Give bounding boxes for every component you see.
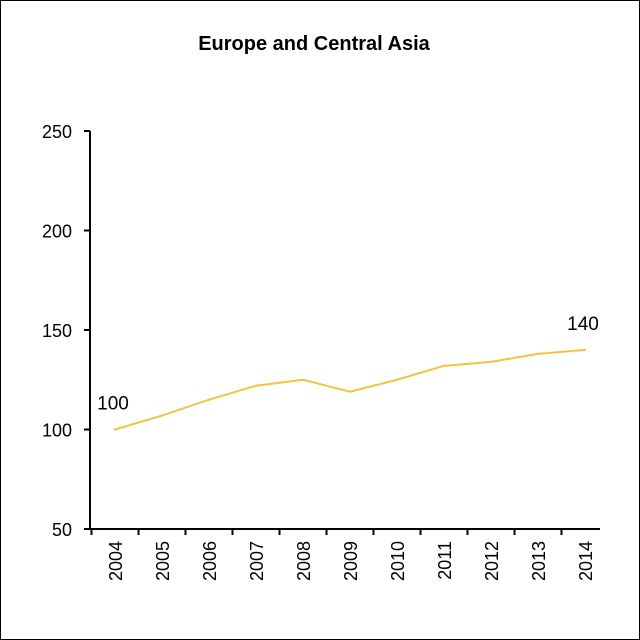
y-axis-ticks: 50 100 150 200 250 xyxy=(42,122,90,540)
x-tick-label: 2014 xyxy=(576,541,596,581)
data-point xyxy=(207,398,211,401)
data-point xyxy=(113,428,117,431)
x-tick-label: 2009 xyxy=(341,541,361,581)
data-point xyxy=(489,360,493,364)
series-line xyxy=(114,348,586,431)
chart-title: Europe and Central Asia xyxy=(198,33,430,55)
y-tick-label: 150 xyxy=(42,321,72,341)
y-tick-label: 200 xyxy=(42,222,72,242)
data-label: 140 xyxy=(567,314,599,335)
data-point xyxy=(442,364,446,368)
data-point xyxy=(536,352,540,356)
x-tick-label: 2008 xyxy=(294,541,314,581)
y-tick-label: 100 xyxy=(42,421,72,441)
data-point xyxy=(254,384,258,387)
x-tick-label: 2010 xyxy=(388,541,408,581)
x-tick-label: 2005 xyxy=(153,541,173,581)
data-point xyxy=(160,414,164,417)
x-tick-label: 2011 xyxy=(435,541,455,580)
data-point xyxy=(301,378,305,381)
data-point xyxy=(395,378,399,381)
data-point xyxy=(348,390,352,393)
x-axis-ticks: 2004 2005 2006 2007 2008 2009 2010 2011 2012 2013… xyxy=(90,529,596,581)
x-tick-label: 2006 xyxy=(200,541,220,581)
data-labels: 100 140 xyxy=(97,314,599,415)
axes xyxy=(89,131,600,530)
y-tick-label: 250 xyxy=(42,122,72,142)
x-tick-label: 2007 xyxy=(247,541,267,581)
x-tick-label: 2013 xyxy=(529,541,549,581)
x-tick-label: 2012 xyxy=(482,541,502,581)
series-group xyxy=(113,348,587,431)
data-point xyxy=(583,348,587,352)
x-tick-label: 2004 xyxy=(106,541,126,581)
data-label: 100 xyxy=(97,394,129,415)
y-tick-label: 50 xyxy=(52,520,72,540)
